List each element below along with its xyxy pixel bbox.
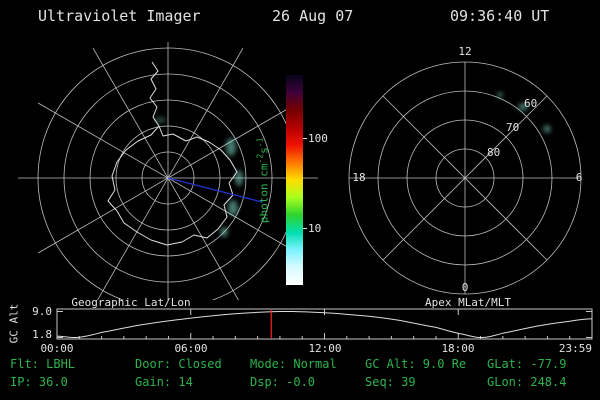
mlat-label-60: 60: [524, 97, 538, 110]
status-seq: Seq: 39: [365, 375, 416, 389]
colorbar-tick-10: 10: [308, 222, 322, 235]
header-time: 09:36:40 UT: [450, 7, 550, 25]
xtick-1800: 18:00: [441, 342, 475, 355]
auroral-emission-right: [497, 92, 551, 133]
mlt-label-0: 0: [461, 281, 469, 294]
xtick-2359: 23:59: [558, 342, 592, 355]
colorbar-label-sup-1: -1: [255, 137, 265, 148]
right-plot-caption: Apex MLat/MLT: [424, 296, 512, 309]
status-glat: GLat: -77.9: [487, 357, 567, 371]
xtick-1200: 12:00: [308, 342, 342, 355]
header-date: 26 Aug 07: [272, 7, 354, 25]
blue-track-line: [167, 177, 263, 203]
status-gain: Gain: 14: [135, 375, 193, 389]
timeseries-ticks: [57, 309, 592, 339]
status-flt: Flt: LBHL: [10, 357, 76, 371]
status-glon: GLon: 248.4: [487, 375, 567, 389]
auroral-emission-left: [154, 117, 243, 237]
status-dsp: Dsp: -0.0: [250, 375, 316, 389]
status-mode: Mode: Normal: [250, 357, 337, 371]
colorbar-label: photon cm-2s-1: [256, 100, 271, 260]
antarctica-coastline: [107, 61, 238, 246]
colorbar-label-s: s: [257, 147, 271, 154]
mlt-label-12: 12: [458, 45, 472, 58]
timeseries-ylabel: GC Alt: [7, 303, 21, 344]
mlt-label-6: 6: [575, 171, 583, 184]
mlat-label-70: 70: [506, 121, 520, 134]
mlat-mlt-grid: [348, 61, 582, 295]
gc-alt-curve: [56, 311, 593, 338]
xtick-0000: 00:00: [40, 342, 74, 355]
status-ip: IP: 36.0: [10, 375, 68, 389]
ytick-9: 9.0: [32, 305, 52, 318]
mlat-label-80: 80: [487, 146, 501, 159]
colorbar-label-text: photon cm: [257, 163, 271, 224]
colorbar-tick-mark-100: [303, 138, 307, 139]
colorbar-gradient: [286, 75, 303, 285]
status-gcalt: GC Alt: 9.0 Re: [365, 357, 467, 371]
left-plot-caption: Geographic Lat/Lon: [71, 296, 191, 309]
mlt-label-18: 18: [352, 171, 366, 184]
ytick-1-8: 1.8: [32, 328, 52, 341]
colorbar-tick-mark-10: [303, 228, 307, 229]
status-door: Door: Closed: [135, 357, 222, 371]
colorbar-tick-100: 100: [308, 132, 328, 145]
xtick-0600: 06:00: [174, 342, 208, 355]
colorbar-label-sup-2: -2: [255, 153, 265, 164]
app-title: Ultraviolet Imager: [38, 7, 201, 25]
